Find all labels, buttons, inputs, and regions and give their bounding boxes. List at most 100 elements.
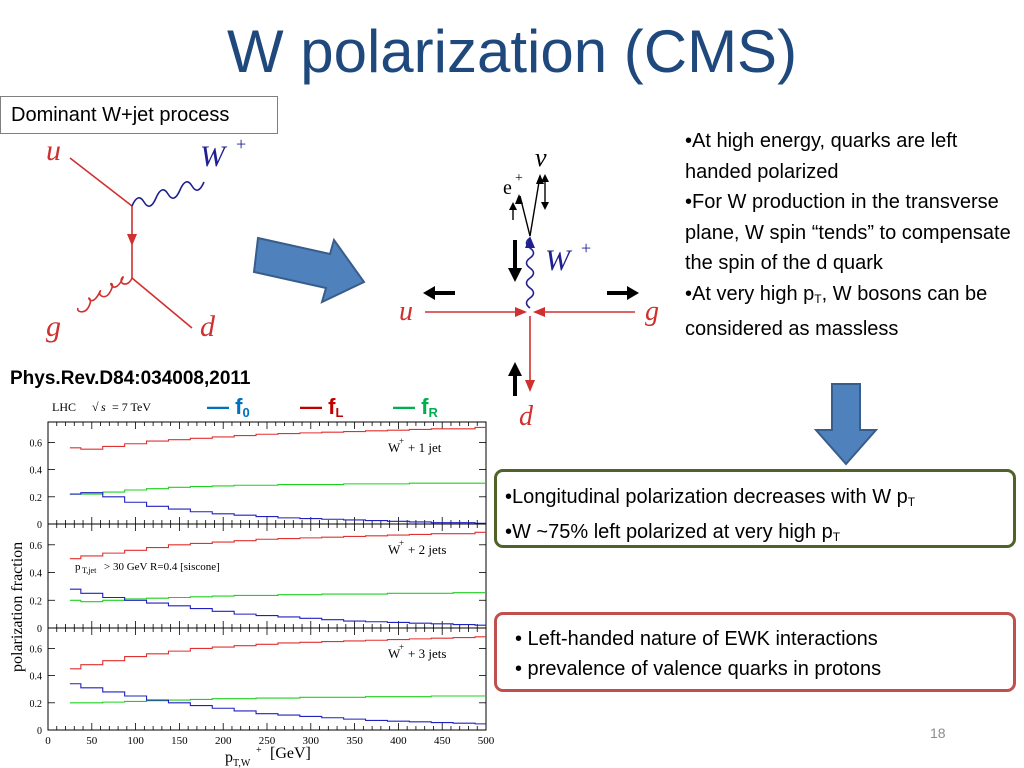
chart-series-f0: [69, 588, 486, 626]
spin-arrow-w: [508, 268, 522, 282]
chart-series-fL: [69, 636, 486, 670]
label-g: g: [645, 296, 659, 327]
chart-series-fR: [69, 695, 486, 704]
chart-x-tick-label: 450: [434, 735, 451, 747]
label-w: W: [200, 140, 228, 173]
spin-diagram: ν e + W + u g d: [399, 143, 659, 432]
label-d: d: [200, 310, 216, 343]
label-w-charge: +: [581, 238, 591, 258]
legend-fL-label: f: [328, 394, 336, 419]
chart-y-tick-label: 0: [37, 726, 42, 737]
chart-panel-frame: [47, 627, 487, 731]
chart-panel-label: W: [388, 440, 401, 455]
chart-panel-note: p: [75, 561, 81, 573]
chart-series-f0: [69, 492, 486, 524]
chart-y-tick-label: 0: [37, 520, 42, 531]
chart-x-tick-label: 50: [86, 735, 98, 747]
spin-arrow-d: [508, 362, 522, 376]
chart-y-tick-label: 0.6: [30, 541, 43, 552]
label-e: e: [503, 177, 512, 199]
chart-panel-label: W: [388, 542, 401, 557]
legend-f0-mark: —: [207, 394, 229, 419]
chart-header-lhc: LHC: [52, 400, 76, 414]
chart-x-tick-label: 0: [45, 735, 51, 747]
down-arrow-shape: [813, 383, 879, 466]
bullet-massless: •At very high pT, W bosons can be consid…: [685, 282, 988, 341]
slide-title: W polarization (CMS): [226, 18, 798, 85]
chart-y-tick-label: 0.6: [30, 438, 43, 449]
chart-y-tick-label: 0.2: [30, 699, 43, 710]
chart-panel-label-rest: + 3 jets: [408, 646, 446, 661]
chart-y-tick-label: 0.2: [30, 596, 43, 607]
polarization-chart: LHC √ s = 7 TeV polarization fraction p …: [9, 400, 495, 768]
chart-panel-label-rest: + 2 jets: [408, 542, 446, 557]
process-label-box: Dominant W+jet process: [0, 96, 278, 134]
chart-panel-label: W: [388, 646, 401, 661]
chart-x-tick-label: 100: [127, 735, 144, 747]
bullet-longitudinal: •Longitudinal polarization decreases wit…: [505, 486, 916, 509]
chart-header-s: s: [101, 400, 106, 414]
quark-line-u: [69, 157, 133, 207]
label-w-charge: +: [236, 134, 246, 154]
chart-panel-label-sup: +: [399, 538, 404, 548]
chart-panel-frame: [47, 421, 487, 525]
chart-y-tick-label: 0.4: [30, 466, 43, 477]
conclusion-box-red: • Left-handed nature of EWK interactions…: [494, 612, 1016, 692]
w-boson-wave: [131, 181, 205, 207]
w-wave: [525, 237, 535, 309]
label-e-charge: +: [515, 171, 523, 186]
label-w: W: [545, 244, 573, 277]
chart-header-energy: = 7 TeV: [112, 400, 151, 414]
chart-panel-note-sub: T,jet: [82, 566, 97, 575]
chart-x-tick-label: 500: [478, 735, 495, 747]
page-number: 18: [930, 725, 946, 741]
gluon-curl: [76, 276, 133, 313]
paper-reference: Phys.Rev.D84:034008,2011: [10, 368, 251, 389]
bullet-left-polarized: •W ~75% left polarized at very high pT: [505, 521, 841, 544]
chart-y-tick-label: 0.6: [30, 644, 43, 655]
legend-fR-label: f: [421, 394, 429, 419]
legend-fR: — fR: [393, 394, 438, 420]
bullets-top: •At high energy, quarks are left handed …: [685, 126, 1015, 345]
chart-x-label-sub: T,W: [233, 758, 251, 768]
right-arrow-shape: [252, 236, 366, 304]
chart-y-tick-label: 0.4: [30, 569, 43, 580]
chart-x-tick-label: 200: [215, 735, 232, 747]
quark-line-d: [131, 277, 193, 329]
label-u: u: [46, 134, 61, 167]
chart-y-tick-label: 0.4: [30, 672, 43, 683]
feynman-diagram: u g d W +: [46, 134, 246, 343]
chart-header-sqrt: √: [92, 400, 99, 414]
legend-f0-label: f: [235, 394, 243, 419]
chart-series-fL: [69, 531, 486, 560]
label-d: d: [519, 401, 534, 432]
label-g: g: [46, 310, 61, 343]
chart-y-tick-label: 0: [37, 624, 42, 635]
chart-panel-note-rest: > 30 GeV R=0.4 [siscone]: [104, 561, 220, 573]
chart-panel-label-sup: +: [399, 436, 404, 446]
chart-series-fR: [69, 482, 486, 495]
chart-series-f0: [69, 683, 486, 725]
chart-y-tick-label: 0.2: [30, 493, 43, 504]
legend-fR-mark: —: [393, 394, 415, 419]
chart-x-label-unit: [GeV]: [270, 745, 311, 762]
bullet-ewk: • Left-handed nature of EWK interactions: [515, 628, 878, 650]
bullet-w-spin: •For W production in the transverse plan…: [685, 191, 1011, 274]
chart-x-tick-label: 250: [259, 735, 276, 747]
legend-f0: — f0: [207, 394, 250, 420]
chart-series-fL: [69, 426, 486, 450]
conclusion-box-green: •Longitudinal polarization decreases wit…: [494, 469, 1016, 548]
label-u: u: [399, 296, 413, 327]
legend-fL: — fL: [300, 394, 344, 420]
chart-x-tick-label: 300: [303, 735, 320, 747]
bullet-valence: • prevalence of valence quarks in proton…: [515, 658, 882, 680]
chart-y-label: polarization fraction: [9, 542, 26, 672]
chart-x-tick-label: 350: [346, 735, 363, 747]
legend-fL-mark: —: [300, 394, 322, 419]
chart-x-label-p: p: [225, 749, 233, 766]
chart-x-tick-label: 150: [171, 735, 188, 747]
chart-x-tick-label: 400: [390, 735, 407, 747]
label-nu: ν: [535, 143, 547, 172]
spin-arrow-u: [423, 286, 435, 300]
spin-arrow-g: [627, 286, 639, 300]
